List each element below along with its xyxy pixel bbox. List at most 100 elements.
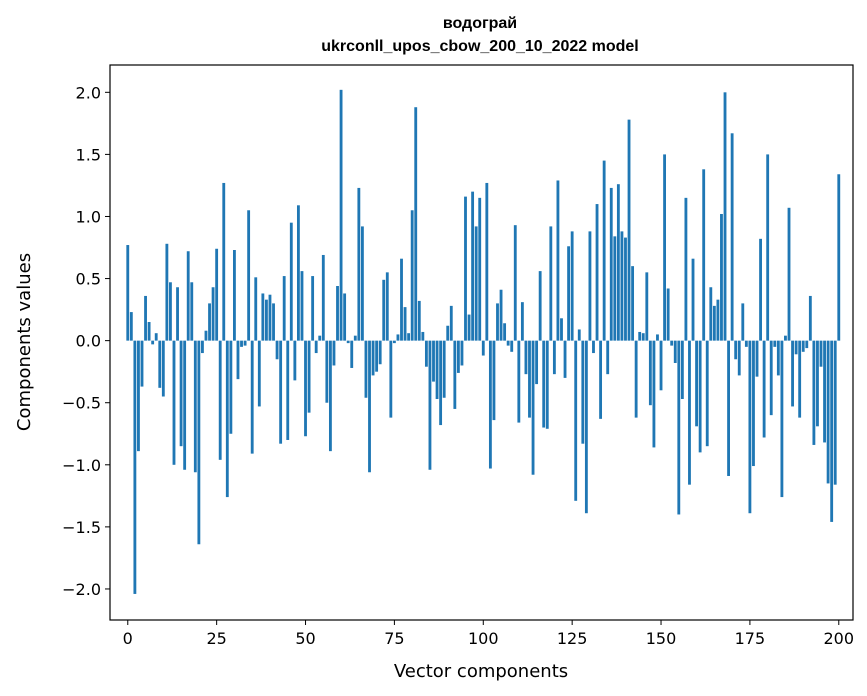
bar-171 [734, 340, 738, 360]
bar-103 [492, 340, 496, 421]
bar-149 [656, 334, 659, 341]
y-tick-label: 0.0 [76, 332, 101, 351]
bar-160 [695, 340, 698, 427]
bar-125 [570, 231, 574, 341]
bar-36 [254, 277, 258, 341]
bar-64 [353, 335, 357, 341]
bar-48 [296, 205, 300, 341]
bar-21 [201, 340, 204, 354]
chart-subtitle: ukrconll_upos_cbow_200_10_2022 model [321, 38, 638, 55]
bar-188 [794, 340, 798, 355]
bar-100 [481, 340, 485, 356]
plot-frame [109, 64, 854, 621]
bar-200 [837, 174, 841, 341]
bar-19 [193, 340, 197, 473]
bar-135 [606, 340, 610, 375]
bar-130 [588, 231, 592, 341]
x-tick-label: 175 [735, 629, 766, 648]
bar-104 [496, 303, 499, 341]
bar-147 [648, 340, 652, 406]
bar-88 [439, 340, 443, 426]
bar-101 [485, 182, 489, 341]
bar-9 [158, 340, 162, 388]
bar-137 [613, 236, 617, 341]
bar-31 [236, 340, 240, 380]
bar-145 [641, 333, 645, 341]
bar-57 [328, 340, 332, 452]
bar-140 [624, 237, 627, 341]
bar-78 [403, 307, 407, 341]
y-tick-label: 1.0 [76, 207, 101, 226]
bar-111 [520, 302, 524, 341]
bar-97 [471, 191, 475, 341]
bar-178 [759, 238, 762, 341]
bar-41 [272, 303, 275, 341]
bar-96 [467, 314, 471, 341]
bar-155 [677, 340, 681, 515]
bar-108 [510, 340, 514, 352]
bar-110 [517, 340, 521, 423]
bar-116 [538, 271, 542, 341]
bar-199 [833, 340, 837, 485]
y-tick-label: −2.0 [62, 580, 101, 599]
bar-163 [705, 340, 709, 447]
bar-58 [332, 340, 336, 366]
bar-61 [343, 293, 347, 341]
bar-37 [257, 340, 261, 407]
bar-132 [595, 204, 599, 341]
bar-193 [812, 340, 816, 445]
bar-114 [531, 340, 535, 475]
bar-45 [286, 340, 290, 440]
bar-32 [240, 340, 243, 347]
bar-181 [769, 340, 773, 416]
bar-148 [652, 340, 656, 448]
bar-63 [350, 340, 354, 368]
bar-154 [673, 340, 677, 363]
x-tick-label: 75 [384, 629, 404, 648]
x-tick-label: 150 [646, 629, 677, 648]
bar-68 [368, 340, 371, 473]
bar-158 [688, 340, 691, 485]
bar-128 [581, 340, 585, 444]
bar-89 [442, 340, 446, 398]
bar-46 [289, 222, 293, 341]
bar-85 [428, 340, 432, 470]
bar-6 [147, 322, 151, 341]
bar-65 [357, 187, 361, 341]
bar-43 [279, 340, 283, 444]
bar-56 [325, 340, 329, 403]
bar-159 [691, 258, 695, 341]
bar-99 [478, 197, 482, 341]
bar-73 [385, 272, 389, 341]
bar-34 [247, 210, 251, 341]
y-tick-label: −0.5 [62, 394, 101, 413]
bar-52 [311, 276, 315, 341]
bar-198 [830, 340, 834, 522]
bar-122 [560, 318, 563, 341]
bar-11 [165, 243, 169, 341]
bar-44 [282, 276, 286, 341]
bar-180 [766, 154, 770, 341]
bar-39 [265, 299, 268, 341]
bar-121 [556, 180, 560, 341]
bar-91 [449, 305, 453, 341]
bar-133 [599, 340, 603, 419]
y-axis-label: Components values [14, 253, 35, 431]
bar-129 [584, 340, 588, 514]
bar-190 [801, 340, 805, 352]
bar-173 [741, 303, 745, 341]
bar-185 [784, 335, 787, 341]
bar-174 [744, 340, 748, 347]
bar-164 [709, 287, 713, 341]
bar-157 [684, 197, 688, 341]
bar-66 [360, 226, 364, 341]
bar-166 [716, 299, 720, 341]
bar-23 [208, 303, 211, 341]
bar-162 [702, 169, 706, 341]
y-tick-label: −1.0 [62, 456, 101, 475]
bar-18 [190, 282, 194, 341]
bar-115 [535, 340, 539, 385]
bar-136 [609, 187, 613, 341]
bar-191 [805, 340, 809, 349]
bar-76 [396, 334, 400, 341]
